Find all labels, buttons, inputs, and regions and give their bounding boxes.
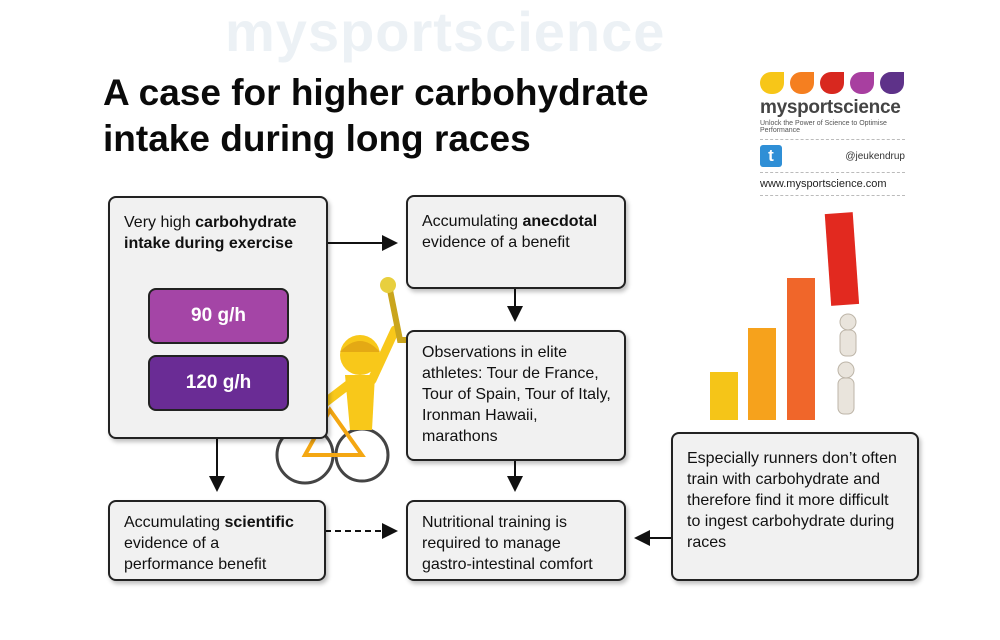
twitter-icon[interactable]: t [760, 145, 782, 167]
title-line-1: A case for higher carbohydrate [103, 72, 649, 113]
figure-lifting-bar [837, 313, 857, 415]
drop-icon [820, 72, 844, 94]
brand-name: mysportscience [760, 97, 901, 118]
brand-logo: mysportscience Unlock the Power of Scien… [760, 72, 905, 201]
box-text-bold: carbohydrate intake during exercise [124, 214, 297, 252]
drop-icon [760, 72, 784, 94]
box-text-bold: anecdotal [522, 213, 598, 230]
logo-drops [760, 72, 905, 94]
arrows [209, 235, 671, 546]
website-link[interactable]: www.mysportscience.com [760, 178, 887, 190]
bar-orange-red [787, 278, 815, 420]
divider [760, 139, 905, 140]
box-text: evidence of a performance benefit [124, 535, 267, 573]
box-text: Accumulating [422, 213, 523, 230]
rate-90-pill: 90 g/h [148, 288, 289, 344]
brand-tagline: Unlock the Power of Science to Optimise … [760, 120, 887, 134]
bar-graphic [710, 212, 860, 420]
cyclist-graphic [275, 277, 410, 485]
rate-120-pill: 120 g/h [148, 355, 289, 411]
watermark: mysportscience [225, 0, 666, 63]
box-scientific-evidence: Accumulating scientific evidence of a pe… [108, 500, 326, 581]
bar-yellow [710, 372, 738, 420]
divider [760, 172, 905, 173]
box-runners: Especially runners don’t often train wit… [671, 432, 919, 581]
drop-icon [790, 72, 814, 94]
box-anecdotal-evidence: Accumulating anecdotal evidence of a ben… [406, 195, 626, 289]
divider [760, 195, 905, 196]
box-nutritional-training: Nutritional training is required to mana… [406, 500, 626, 581]
box-observations: Observations in elite athletes: Tour de … [406, 330, 626, 461]
page-title: A case for higher carbohydrate intake du… [103, 70, 649, 162]
drop-icon [850, 72, 874, 94]
box-text: Accumulating [124, 514, 225, 531]
title-line-2: intake during long races [103, 118, 531, 159]
box-text: Very high [124, 214, 196, 231]
box-text-bold: scientific [224, 514, 294, 531]
drop-icon [880, 72, 904, 94]
bar-red-lifted [824, 212, 860, 306]
twitter-handle[interactable]: @jeukendrup [845, 150, 905, 162]
box-text: evidence of a benefit [422, 234, 570, 251]
bar-orange [748, 328, 776, 420]
